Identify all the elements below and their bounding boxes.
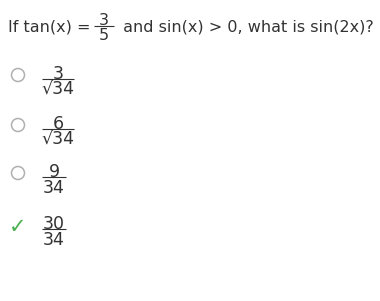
Text: and sin(x) > 0, what is sin(2x)?: and sin(x) > 0, what is sin(2x)? [118, 19, 374, 34]
Text: √34: √34 [41, 81, 74, 99]
Text: If tan(x) =: If tan(x) = [8, 19, 96, 34]
Text: 5: 5 [98, 28, 109, 43]
Text: 3: 3 [99, 13, 109, 28]
Text: ✓: ✓ [9, 217, 27, 237]
Text: √34: √34 [41, 131, 74, 149]
Text: 34: 34 [43, 179, 65, 197]
Text: 6: 6 [52, 115, 63, 133]
Text: 34: 34 [43, 231, 65, 249]
Text: 3: 3 [52, 65, 63, 83]
Text: 30: 30 [43, 215, 65, 233]
Text: 9: 9 [48, 163, 60, 181]
